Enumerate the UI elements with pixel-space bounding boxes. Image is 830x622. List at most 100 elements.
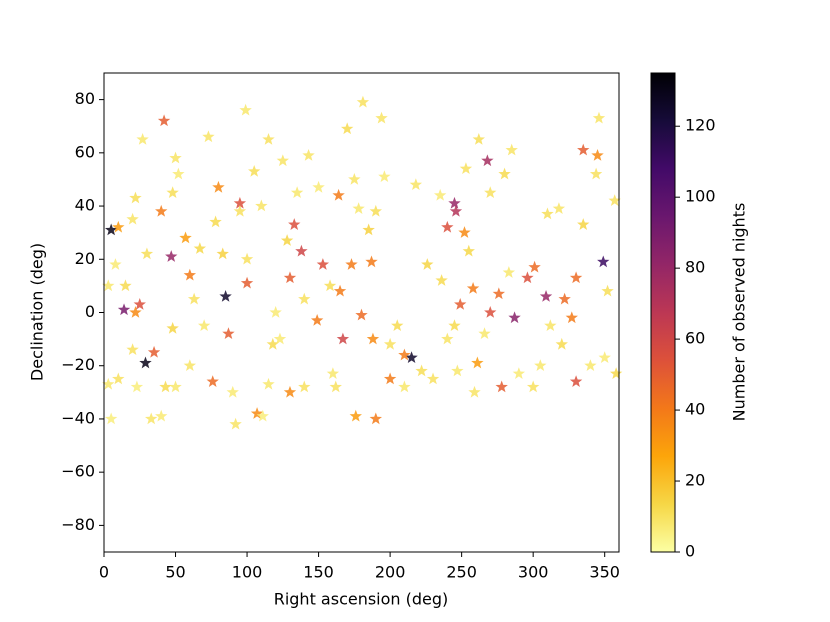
point xyxy=(505,143,518,156)
point xyxy=(521,271,534,284)
point xyxy=(458,226,471,238)
colorbar-tick-label: 20 xyxy=(685,471,705,490)
point xyxy=(140,247,154,260)
x-tick-label: 150 xyxy=(303,563,334,582)
point xyxy=(302,148,315,161)
y-tick-label: 0 xyxy=(85,302,95,321)
point xyxy=(383,337,397,350)
point xyxy=(601,284,614,297)
point xyxy=(435,274,448,286)
point xyxy=(239,103,252,116)
point xyxy=(147,345,161,358)
point xyxy=(352,202,365,214)
point xyxy=(332,188,345,201)
colorbar-tick-label: 40 xyxy=(685,400,705,419)
point xyxy=(295,244,308,257)
point xyxy=(534,359,547,371)
y-tick-label: 40 xyxy=(75,196,95,215)
point xyxy=(172,167,185,180)
point xyxy=(434,188,447,201)
point xyxy=(112,220,125,233)
y-axis-label: Declination (deg) xyxy=(28,243,47,381)
point xyxy=(255,199,268,212)
point xyxy=(155,204,168,217)
y-tick-label: −80 xyxy=(61,515,95,534)
point xyxy=(528,260,541,273)
point xyxy=(298,380,311,393)
point xyxy=(462,244,475,257)
point xyxy=(169,380,182,393)
point xyxy=(109,258,122,270)
point xyxy=(250,407,264,419)
point xyxy=(484,186,497,199)
point xyxy=(229,417,242,430)
point xyxy=(592,111,606,124)
point xyxy=(366,332,380,345)
point xyxy=(569,375,583,387)
point xyxy=(269,306,282,318)
point xyxy=(206,375,219,387)
point xyxy=(133,298,146,310)
point xyxy=(539,290,553,302)
point xyxy=(169,151,182,164)
point xyxy=(102,377,115,390)
colorbar xyxy=(650,72,676,553)
point xyxy=(126,212,139,225)
point xyxy=(130,380,144,393)
x-tick-label: 200 xyxy=(375,563,406,582)
point xyxy=(248,164,261,177)
colorbar-tick-label: 100 xyxy=(685,187,716,206)
point xyxy=(336,332,350,345)
point xyxy=(409,178,423,191)
point xyxy=(333,284,347,297)
point xyxy=(193,242,207,254)
colorbar-tick-label: 0 xyxy=(685,542,695,561)
point xyxy=(365,255,378,268)
point xyxy=(495,380,508,393)
y-tick-label: −60 xyxy=(61,462,95,481)
point xyxy=(449,204,463,217)
point xyxy=(348,172,361,185)
x-tick-label: 100 xyxy=(232,563,263,582)
point xyxy=(183,268,197,281)
point xyxy=(405,351,418,363)
point xyxy=(577,218,590,230)
x-tick-label: 350 xyxy=(589,563,620,582)
point xyxy=(129,306,142,318)
point xyxy=(498,167,511,180)
point xyxy=(298,292,311,305)
point xyxy=(233,196,247,209)
point xyxy=(209,215,222,228)
point xyxy=(441,332,454,345)
point xyxy=(316,258,330,270)
point xyxy=(240,252,254,265)
point xyxy=(597,255,610,268)
point xyxy=(584,359,597,371)
point xyxy=(512,367,526,379)
point xyxy=(312,180,325,193)
point xyxy=(558,292,571,305)
point xyxy=(508,311,521,324)
point xyxy=(233,204,247,217)
colorbar-tick-label: 120 xyxy=(685,116,716,135)
point xyxy=(323,279,337,292)
point xyxy=(378,170,391,183)
point xyxy=(355,308,368,321)
point xyxy=(608,194,621,206)
point xyxy=(283,271,297,284)
point xyxy=(349,409,362,422)
point xyxy=(468,385,481,398)
x-axis-label: Right ascension (deg) xyxy=(274,590,449,609)
point xyxy=(591,148,604,161)
point xyxy=(362,223,375,236)
point xyxy=(341,122,354,135)
x-tick-label: 250 xyxy=(446,563,477,582)
point xyxy=(129,191,142,204)
point xyxy=(166,186,179,199)
point xyxy=(112,372,125,385)
point xyxy=(219,290,232,302)
point xyxy=(375,111,388,124)
point xyxy=(280,234,294,246)
point xyxy=(202,130,215,143)
point xyxy=(356,95,370,108)
